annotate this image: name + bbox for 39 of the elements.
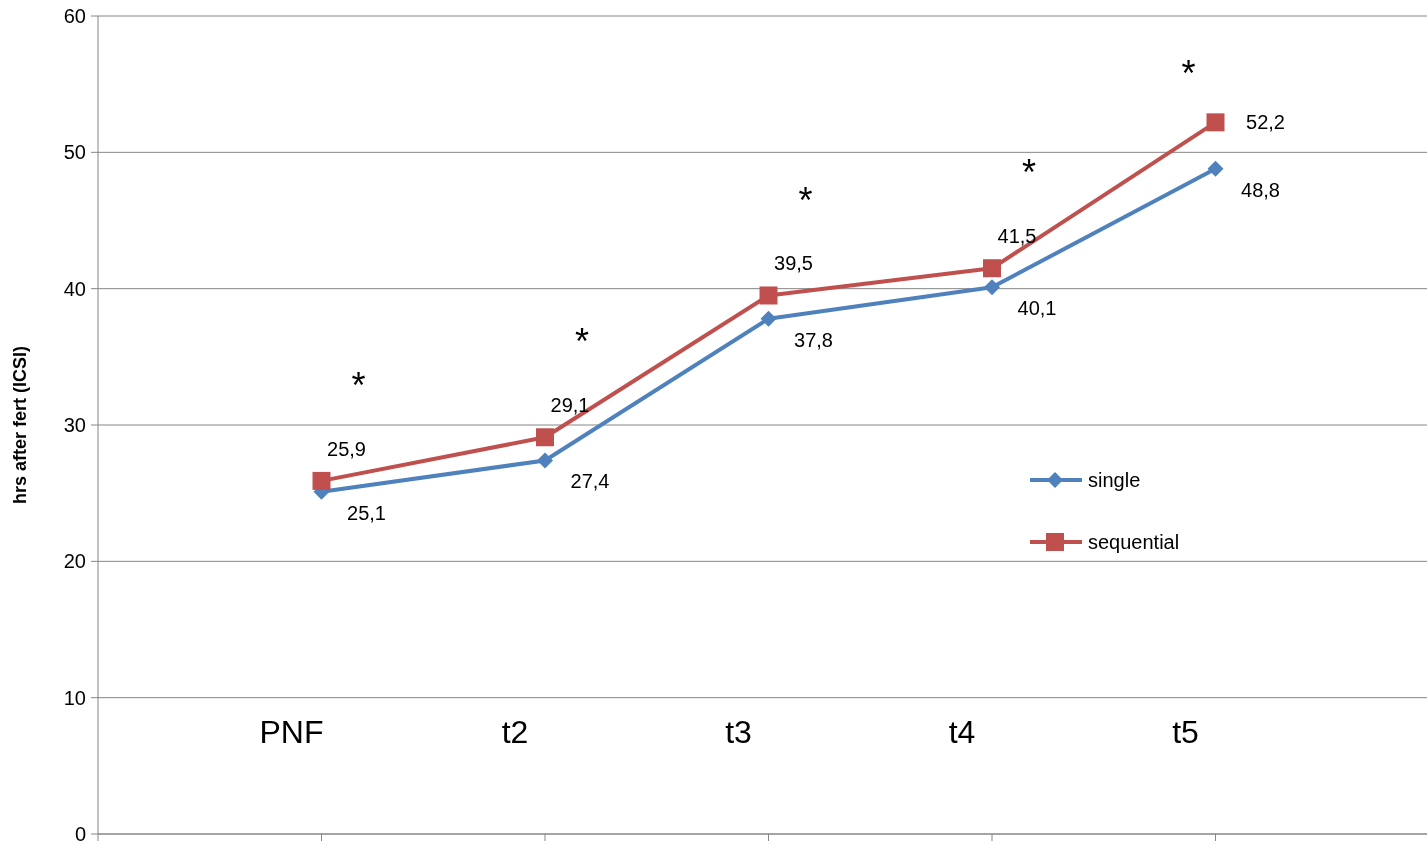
annotation: *	[1021, 152, 1037, 194]
y-axis-title: hrs after fert (ICSI)	[10, 345, 30, 505]
y-tick-label: 0	[74, 823, 86, 845]
annotation: *	[1181, 52, 1196, 94]
x-tick-label: t5	[1172, 713, 1199, 750]
x-tick-label: t3	[725, 713, 752, 750]
x-tick-label: t4	[948, 713, 976, 750]
legend-label: sequential	[1088, 531, 1180, 553]
data-label: 41,5	[997, 225, 1037, 248]
data-label: 37,8	[794, 328, 833, 351]
y-tick-label: 30	[63, 414, 86, 436]
legend-label: single	[1088, 469, 1141, 491]
data-label: 27,4	[570, 470, 610, 493]
x-tick-label: PNF	[259, 713, 324, 750]
point	[537, 452, 553, 469]
data-label: 48,8	[1241, 178, 1280, 201]
point	[984, 279, 1000, 296]
y-tick-label: 50	[63, 141, 86, 164]
point	[983, 259, 1001, 278]
annotation: *	[574, 321, 590, 363]
y-tick-label: 60	[63, 5, 86, 27]
y-tick-label: 10	[63, 686, 86, 709]
point	[536, 428, 554, 447]
annotation: *	[351, 365, 366, 407]
point	[1207, 160, 1224, 177]
point	[759, 286, 778, 305]
data-label: 40,1	[1017, 297, 1057, 320]
data-label: 52,2	[1246, 111, 1285, 134]
point	[1206, 113, 1225, 132]
data-label: 29,1	[550, 394, 590, 417]
point	[760, 310, 777, 327]
data-label: 39,5	[774, 252, 813, 275]
data-label: 25,1	[347, 501, 386, 524]
data-label: 25,9	[327, 437, 366, 460]
y-tick-label: 40	[63, 277, 86, 300]
y-tick-label: 20	[63, 550, 86, 573]
x-tick-label: t2	[501, 713, 529, 750]
point	[312, 471, 331, 490]
annotation: *	[798, 179, 813, 221]
